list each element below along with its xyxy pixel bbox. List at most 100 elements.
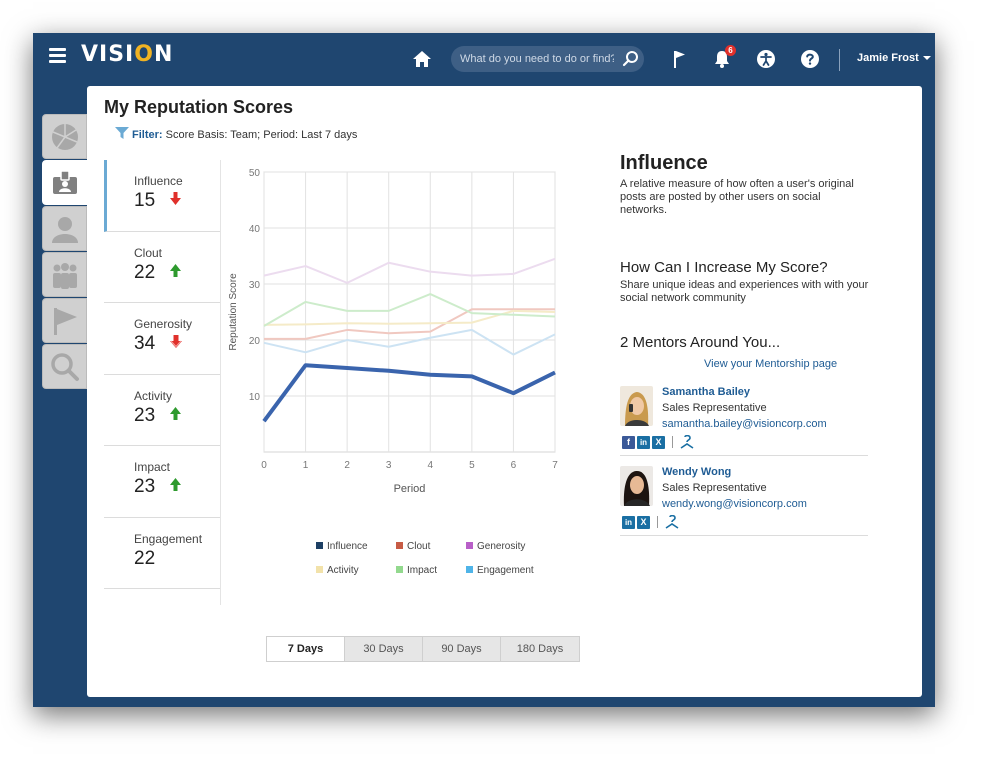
mentor-role: Sales Representative [662, 402, 767, 414]
arrow-up-icon [169, 263, 181, 277]
side-tab-profile[interactable] [42, 206, 87, 251]
legend-swatch-influence [316, 542, 323, 549]
arrow-up-icon [169, 478, 181, 491]
legend-swatch-engagement [466, 566, 473, 573]
social-divider [657, 516, 658, 528]
user-menu[interactable]: Jamie Frost [857, 52, 931, 64]
score-value: 23 [134, 404, 156, 426]
main-panel: My Reputation Scores Filter: Score Basis… [87, 86, 922, 697]
mentor-connect-icon[interactable] [665, 515, 679, 529]
mentor-connect-icon[interactable] [680, 435, 694, 449]
x-tick-label: 6 [511, 460, 517, 471]
xing-icon[interactable]: X [637, 515, 650, 529]
legend-swatch-clout [396, 542, 403, 549]
top-bar: VISION 6 Jamie Frost [33, 33, 935, 85]
y-tick-label: 30 [249, 280, 261, 291]
range-30-days-button[interactable]: 30 Days [345, 637, 423, 661]
social-divider [672, 436, 673, 448]
legend-label-engagement: Engagement [477, 565, 534, 576]
x-tick-label: 4 [428, 460, 434, 471]
side-tab-analytics[interactable] [42, 114, 87, 159]
range-7-days-button[interactable]: 7 Days [267, 637, 345, 661]
score-value: 15 [134, 190, 156, 211]
legend-swatch-activity [316, 566, 323, 573]
search-icon[interactable] [622, 50, 640, 68]
vision-logo[interactable]: VISION [81, 42, 174, 67]
flag-icon[interactable] [669, 48, 691, 70]
mentor-email[interactable]: samantha.bailey@visioncorp.com [662, 418, 827, 430]
y-tick-label: 10 [249, 392, 261, 403]
score-name: Clout [134, 245, 163, 260]
legend-label-influence: Influence [327, 541, 368, 552]
side-tab-search[interactable] [42, 344, 87, 389]
reputation-chart: 10 20 30 40 50 0 1 2 3 4 5 6 7 Period Reputation Score… [228, 168, 558, 576]
home-icon[interactable] [411, 48, 433, 70]
group-icon [53, 263, 77, 289]
increase-title: How Can I Increase My Score? [620, 259, 828, 276]
page-title: My Reputation Scores [104, 97, 294, 117]
social-links: f in X [622, 435, 694, 449]
score-info: Influence A relative measure of how ofte… [620, 152, 870, 351]
search-input[interactable] [451, 46, 644, 72]
side-tab-badge[interactable] [42, 160, 87, 205]
y-tick-label: 50 [249, 168, 261, 179]
legend-label-impact: Impact [407, 565, 437, 576]
side-tab-goals[interactable] [42, 298, 87, 343]
social-links: in X [622, 515, 679, 529]
notification-badge: 6 [725, 45, 736, 56]
accessibility-icon[interactable] [755, 48, 777, 70]
score-list: Influence 15 Clout 22 Generosity 34 Acti… [104, 160, 221, 605]
topbar-divider [839, 49, 840, 71]
range-90-days-button[interactable]: 90 Days [423, 637, 501, 661]
series-line-clout [264, 308, 555, 340]
legend-swatch-generosity [466, 542, 473, 549]
arrow-down-icon [169, 335, 182, 348]
filter-summary[interactable]: Filter: Score Basis: Team; Period: Last … [115, 127, 357, 141]
range-180-days-button[interactable]: 180 Days [501, 637, 579, 661]
score-value: 23 [134, 476, 156, 497]
mentor-name[interactable]: Samantha Bailey [662, 386, 751, 398]
mentor-email[interactable]: wendy.wong@visioncorp.com [662, 498, 807, 510]
score-item-impact[interactable]: Impact 23 [104, 446, 220, 518]
flag-icon [54, 308, 77, 335]
mentor-name[interactable]: Wendy Wong [662, 466, 732, 478]
facebook-icon[interactable]: f [622, 435, 635, 449]
side-tab-team[interactable] [42, 252, 87, 297]
score-item-influence[interactable]: Influence 15 [104, 160, 220, 232]
x-tick-label: 2 [344, 460, 350, 471]
avatar[interactable] [620, 386, 653, 426]
score-value: 34 [134, 333, 156, 354]
series-line-impact [263, 293, 556, 327]
mentorship-page-link[interactable]: View your Mentorship page [704, 358, 838, 370]
filter-value: Score Basis: Team; Period: Last 7 days [165, 129, 358, 141]
menu-icon[interactable] [49, 48, 66, 63]
series-line-engagement [263, 328, 556, 356]
mentor-card: Samantha Bailey Sales Representative sam… [620, 386, 868, 456]
mentor-card: Wendy Wong Sales Representative wendy.wo… [620, 466, 868, 536]
x-tick-label: 5 [469, 460, 475, 471]
score-item-engagement[interactable]: Engagement 22 [104, 518, 220, 589]
x-axis-label: Period [394, 483, 426, 495]
series-line-generosity [263, 257, 556, 284]
score-item-clout[interactable]: Clout 22 [104, 232, 220, 303]
legend-label-clout: Clout [407, 541, 431, 552]
filter-label: Filter: [132, 129, 163, 141]
magnifier-icon [51, 353, 79, 381]
person-icon [52, 217, 78, 243]
score-item-generosity[interactable]: Generosity 34 [104, 303, 220, 375]
help-icon[interactable] [799, 48, 821, 70]
increase-description: Share unique ideas and experiences with … [620, 279, 869, 304]
score-item-activity[interactable]: Activity 23 [104, 375, 220, 446]
score-value: 22 [134, 261, 156, 283]
x-tick-label: 1 [303, 460, 309, 471]
arrow-up-icon [169, 406, 181, 420]
score-value: 22 [134, 547, 156, 569]
score-name: Influence [134, 174, 183, 188]
linkedin-icon[interactable]: in [637, 435, 650, 449]
avatar[interactable] [620, 466, 653, 506]
y-tick-label: 20 [249, 336, 261, 347]
legend-label-activity: Activity [327, 565, 359, 576]
xing-icon[interactable]: X [652, 435, 665, 449]
linkedin-icon[interactable]: in [622, 515, 635, 529]
score-name: Impact [134, 460, 171, 474]
